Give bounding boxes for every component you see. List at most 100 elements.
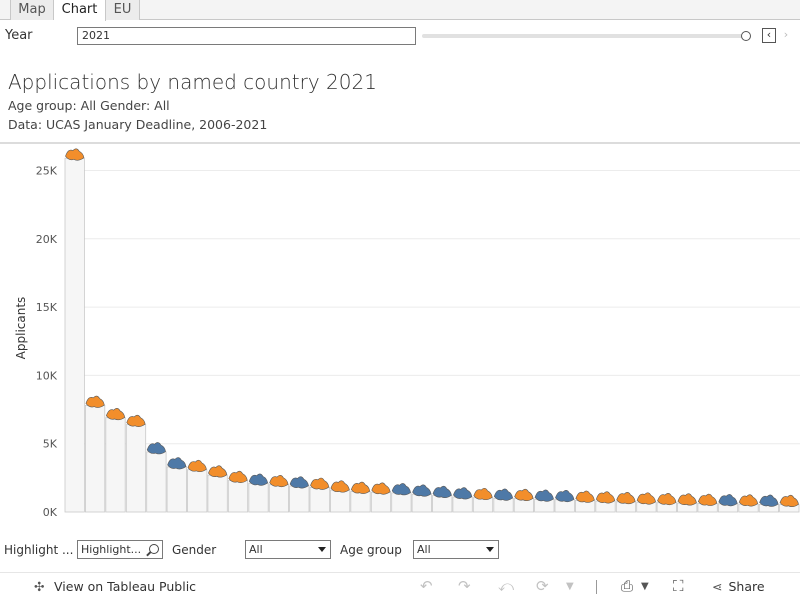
toolbar-divider xyxy=(596,580,597,594)
view-on-tableau-public-button[interactable]: ✣ View on Tableau Public xyxy=(34,579,196,594)
country-shape-marker[interactable] xyxy=(126,414,146,427)
tableau-toolbar: ✣ View on Tableau Public ↶ ↷ ⤺ ⟳ ▼ ⎙ ▼ ⛶ … xyxy=(0,572,800,600)
y-tick-label: 10K xyxy=(36,369,58,382)
chart-bar[interactable] xyxy=(452,496,473,513)
refresh-dropdown-icon[interactable]: ▼ xyxy=(566,581,574,592)
chart-bar[interactable] xyxy=(125,424,147,513)
chart-bar[interactable] xyxy=(289,485,310,513)
chart-bar[interactable] xyxy=(248,482,269,513)
year-prev-button[interactable]: ‹ xyxy=(762,28,776,43)
country-shape-marker[interactable] xyxy=(167,457,187,470)
country-shape-marker[interactable] xyxy=(677,493,697,506)
y-tick-label: 25K xyxy=(36,164,58,177)
chart-bar[interactable] xyxy=(85,404,106,513)
country-shape-marker[interactable] xyxy=(65,148,85,161)
filter-bar: Highlight ... Highlight... Gender All Ag… xyxy=(0,538,800,562)
highlight-search-input[interactable]: Highlight... xyxy=(77,540,163,559)
year-slider-track[interactable] xyxy=(422,34,748,38)
y-axis-label: Applicants xyxy=(14,297,28,360)
year-next-button[interactable]: › xyxy=(783,28,789,41)
undo-icon[interactable]: ↶ xyxy=(420,577,433,595)
chart-bar[interactable] xyxy=(309,486,330,513)
country-shape-marker[interactable] xyxy=(636,492,656,505)
country-shape-marker[interactable] xyxy=(146,442,166,455)
download-icon[interactable]: ⎙ xyxy=(621,577,634,595)
chart-bar[interactable] xyxy=(370,491,392,513)
country-shape-marker[interactable] xyxy=(514,488,534,502)
country-shape-marker[interactable] xyxy=(85,395,105,408)
country-shape-marker[interactable] xyxy=(432,485,452,499)
country-shape-marker[interactable] xyxy=(657,493,677,506)
chart-bar[interactable] xyxy=(146,451,167,513)
age-group-select[interactable]: All xyxy=(413,540,499,559)
y-tick-label: 15K xyxy=(36,301,58,314)
chart-subtitle: Age group: All Gender: All xyxy=(8,98,170,113)
country-shape-marker[interactable] xyxy=(187,459,207,473)
country-shape-marker[interactable] xyxy=(718,494,738,507)
country-shape-marker[interactable] xyxy=(391,483,411,496)
country-shape-marker[interactable] xyxy=(453,487,473,500)
country-shape-marker[interactable] xyxy=(779,494,799,508)
chart-bar[interactable] xyxy=(432,495,453,513)
country-shape-marker[interactable] xyxy=(330,480,350,493)
country-shape-marker[interactable] xyxy=(595,491,616,504)
year-slider-thumb[interactable] xyxy=(741,31,751,41)
year-input[interactable]: 2021 xyxy=(77,27,416,45)
chart-bar[interactable] xyxy=(350,491,371,513)
share-button[interactable]: ⋖ Share xyxy=(712,579,765,594)
country-shape-marker[interactable] xyxy=(248,473,269,486)
country-shape-marker[interactable] xyxy=(105,408,126,421)
highlight-placeholder: Highlight... xyxy=(81,543,142,556)
revert-icon[interactable]: ⤺ xyxy=(498,577,515,595)
country-shape-marker[interactable] xyxy=(289,476,309,489)
country-shape-marker[interactable] xyxy=(493,488,514,501)
country-shape-marker[interactable] xyxy=(228,470,248,483)
country-shape-marker[interactable] xyxy=(616,492,636,505)
gender-select-value: All xyxy=(249,543,263,556)
y-axis-ticks: 0K 5K 10K 15K 20K 25K xyxy=(36,164,58,516)
country-shape-marker[interactable] xyxy=(555,490,575,503)
y-tick-label: 5K xyxy=(43,438,58,451)
chart-bar[interactable] xyxy=(187,469,208,513)
country-shape-marker[interactable] xyxy=(208,465,228,478)
chart-bar[interactable] xyxy=(472,497,494,513)
fullscreen-icon[interactable]: ⛶ xyxy=(673,577,684,595)
year-label: Year xyxy=(5,28,33,43)
download-dropdown-icon[interactable]: ▼ xyxy=(641,581,649,592)
tab-chart[interactable]: Chart xyxy=(54,0,106,21)
country-shape-marker[interactable] xyxy=(575,490,595,503)
country-shape-marker[interactable] xyxy=(350,481,371,494)
chart-bar[interactable] xyxy=(105,417,126,513)
chart-bar[interactable] xyxy=(64,157,85,513)
chart-bar[interactable] xyxy=(493,497,514,513)
chart-bars xyxy=(64,148,800,513)
redo-icon[interactable]: ↷ xyxy=(458,577,471,595)
country-shape-marker[interactable] xyxy=(534,489,554,502)
country-shape-marker[interactable] xyxy=(759,494,779,507)
country-shape-marker[interactable] xyxy=(269,474,289,488)
gender-select[interactable]: All xyxy=(245,540,331,559)
country-shape-marker[interactable] xyxy=(473,487,493,501)
chart-bar[interactable] xyxy=(166,466,187,513)
chart-bar[interactable] xyxy=(391,492,412,513)
chart-bar[interactable] xyxy=(513,498,535,513)
chart-bar[interactable] xyxy=(329,489,351,513)
tab-eu[interactable]: EU xyxy=(106,0,140,20)
refresh-icon[interactable]: ⟳ xyxy=(536,577,549,595)
search-icon[interactable] xyxy=(149,544,159,554)
country-shape-marker[interactable] xyxy=(698,493,718,506)
country-shape-marker[interactable] xyxy=(371,482,391,495)
gender-label: Gender xyxy=(172,543,217,557)
country-shape-marker[interactable] xyxy=(738,494,759,507)
chart-title: Applications by named country 2021 xyxy=(8,70,377,94)
country-shape-marker[interactable] xyxy=(310,477,330,490)
tab-map[interactable]: Map xyxy=(10,0,54,20)
share-label: Share xyxy=(728,579,765,594)
chart-bar[interactable] xyxy=(411,493,432,513)
chart-bar[interactable] xyxy=(207,474,228,513)
chart-bar[interactable] xyxy=(227,480,249,513)
view-on-tableau-public-label: View on Tableau Public xyxy=(54,579,197,594)
share-icon: ⋖ xyxy=(712,579,723,594)
chart-bar[interactable] xyxy=(268,484,290,513)
country-shape-marker[interactable] xyxy=(412,484,432,497)
